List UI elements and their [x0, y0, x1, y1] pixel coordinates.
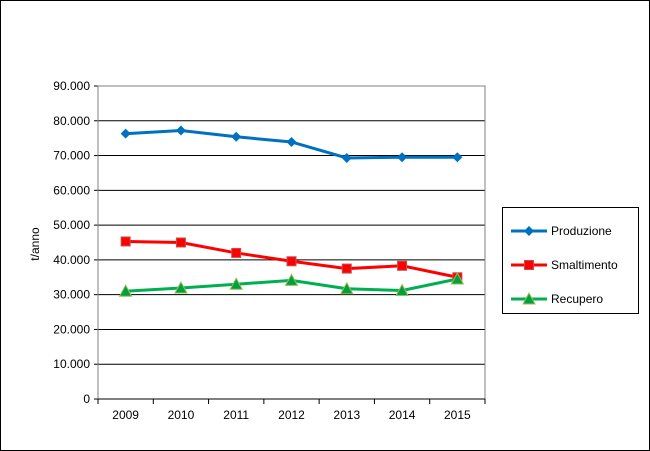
x-tick-label: 2014 — [389, 408, 416, 422]
data-point — [231, 131, 242, 142]
data-point — [339, 281, 354, 295]
data-point — [120, 236, 131, 247]
y-tick-label: 30.000 — [53, 288, 90, 302]
data-point — [231, 247, 242, 258]
y-tick-label: 70.000 — [53, 149, 90, 163]
y-tick-label: 20.000 — [53, 322, 90, 336]
data-point — [395, 283, 409, 296]
data-point — [174, 281, 188, 294]
legend-marker — [522, 291, 536, 305]
legend-label: Smaltimento — [551, 258, 618, 272]
series-produzione — [120, 125, 463, 163]
data-point — [397, 260, 408, 271]
legend-label: Produzione — [551, 224, 612, 238]
data-point — [397, 152, 408, 163]
x-tick-label: 2010 — [168, 408, 195, 422]
data-point — [341, 152, 352, 163]
legend-marker — [524, 226, 534, 236]
legend: Produzione Smaltimento Recupero — [502, 207, 639, 314]
x-tick-label: 2011 — [223, 408, 249, 422]
data-point — [118, 284, 133, 297]
legend-marker — [524, 260, 534, 270]
data-point — [450, 271, 465, 285]
data-point — [120, 128, 131, 139]
data-point — [286, 256, 297, 267]
x-tick-label: 2012 — [278, 408, 305, 422]
series-smaltimento — [120, 236, 463, 283]
data-point — [175, 125, 186, 136]
y-tick-label: 60.000 — [53, 183, 90, 197]
y-tick-label: 80.000 — [53, 114, 90, 128]
y-tick-label: 0 — [83, 392, 90, 406]
series-recupero — [118, 271, 465, 297]
y-tick-label: 40.000 — [53, 253, 90, 267]
y-tick-label: 10.000 — [53, 357, 90, 371]
y-tick-label: 90.000 — [53, 79, 90, 93]
legend-label: Recupero — [551, 292, 603, 306]
data-point — [341, 263, 352, 274]
data-point — [229, 277, 244, 290]
data-point — [284, 273, 299, 286]
data-point — [286, 136, 297, 147]
data-point — [175, 237, 186, 248]
x-tick-label: 2015 — [444, 408, 471, 422]
x-tick-label: 2009 — [112, 408, 139, 422]
data-point — [452, 152, 463, 163]
y-tick-label: 50.000 — [53, 218, 90, 232]
x-tick-label: 2013 — [333, 408, 360, 422]
y-axis-label: t/anno — [28, 227, 42, 261]
